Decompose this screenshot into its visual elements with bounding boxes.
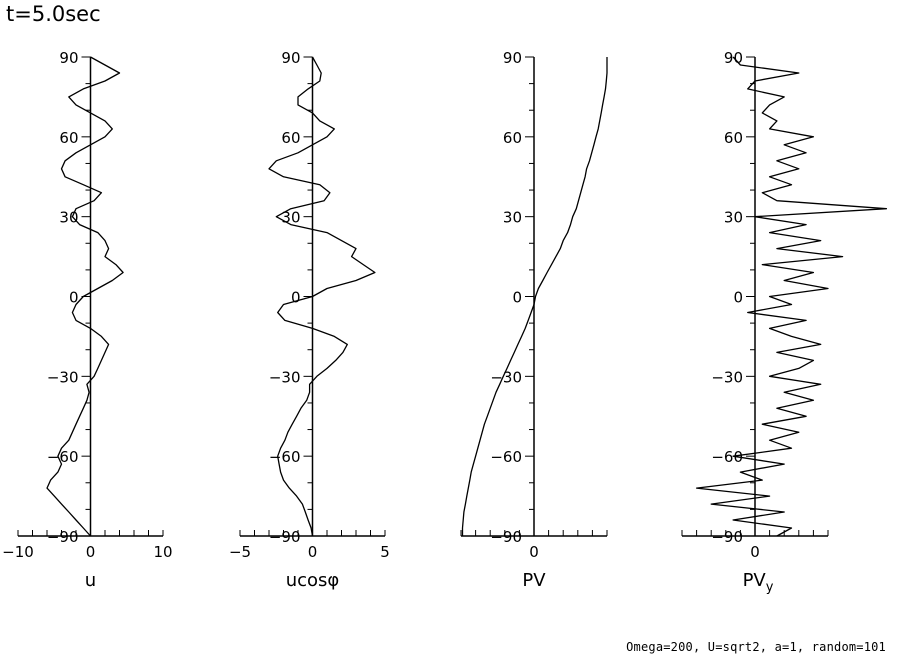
panel-4-x-tick-label: 0 xyxy=(750,543,760,561)
panel-4-x-label: PVy xyxy=(743,570,774,595)
panel-4-y-tick-label: −90 xyxy=(711,528,743,546)
panel-3-y-tick-label: 60 xyxy=(503,129,522,147)
panel-3-y-tick-label: 0 xyxy=(512,289,522,307)
panel-2-y-tick-label: −30 xyxy=(269,368,301,386)
panel-3-x-tick-label: 0 xyxy=(529,543,539,561)
panel-4-y-tick-label: 30 xyxy=(724,209,743,227)
panel-3-y-tick-label: −30 xyxy=(490,368,522,386)
panel-1-x-label: u xyxy=(85,570,96,591)
panel-2-x-tick-label: 0 xyxy=(308,543,318,561)
panel-4-y-tick-label: −60 xyxy=(711,448,743,466)
panel-3-y-tick-label: −60 xyxy=(490,448,522,466)
panel-1-x-tick-label: 0 xyxy=(86,543,96,561)
panel-4-y-tick-label: 0 xyxy=(733,289,743,307)
panel-4-data-line xyxy=(695,56,888,537)
panel-3-x-label: PV xyxy=(522,570,546,591)
parameter-footnote: Omega=200, U=sqrt2, a=1, random=101 xyxy=(626,640,886,654)
panel-4-y-tick-label: −30 xyxy=(711,368,743,386)
panel-1-y-tick-label: −30 xyxy=(47,368,79,386)
panel-1-data-line xyxy=(46,56,124,537)
panel-3-data-line xyxy=(461,57,608,536)
panel-2-x-tick-label: 5 xyxy=(380,543,390,561)
panel-3-y-tick-label: 30 xyxy=(503,209,522,227)
panel-2-y-tick-label: −60 xyxy=(269,448,301,466)
panel-3-y-tick-label: 90 xyxy=(503,49,522,67)
chart-title: t=5.0sec xyxy=(6,2,101,26)
panel-2-data-line xyxy=(268,56,376,537)
panel-4-y-tick-label: 60 xyxy=(724,129,743,147)
panel-1-y-tick-label: 0 xyxy=(69,289,79,307)
panel-1-y-tick-label: 30 xyxy=(59,209,78,227)
panel-1-y-tick-label: −60 xyxy=(47,448,79,466)
panel-2-x-label: ucosφ xyxy=(286,570,340,591)
panel-1-x-tick-label: 10 xyxy=(153,543,172,561)
panel-1-y-tick-label: 90 xyxy=(59,49,78,67)
panel-2-y-tick-label: −90 xyxy=(269,528,301,546)
panel-3-y-tick-label: −90 xyxy=(490,528,522,546)
panel-2-y-tick-label: 90 xyxy=(281,49,300,67)
panel-1-y-tick-label: −90 xyxy=(47,528,79,546)
panel-2-x-tick-label: −5 xyxy=(229,543,251,561)
panel-1-x-tick-label: −10 xyxy=(2,543,34,561)
panel-1-y-tick-label: 60 xyxy=(59,129,78,147)
panel-2-y-tick-label: 0 xyxy=(291,289,301,307)
panel-2-y-tick-label: 60 xyxy=(281,129,300,147)
